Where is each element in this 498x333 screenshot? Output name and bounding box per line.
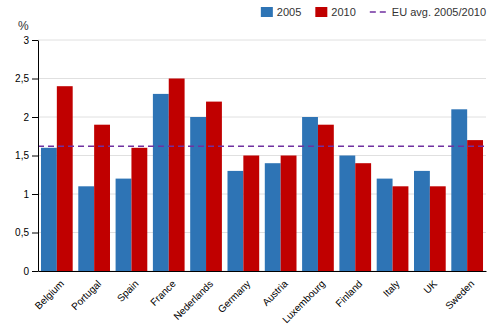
bar — [414, 171, 430, 271]
x-tick-label: Spain — [115, 278, 141, 304]
y-axis-label: % — [18, 19, 29, 33]
x-tick: Portugal — [69, 278, 103, 312]
bar-series — [57, 79, 483, 272]
bar — [190, 117, 206, 271]
x-tick: Belgium — [33, 278, 66, 311]
legend-label: 2010 — [331, 6, 355, 18]
legend: 2005 2010 EU avg. 2005/2010 — [261, 6, 486, 18]
bar — [227, 171, 243, 271]
bar — [302, 117, 318, 271]
x-tick-label: Sweden — [443, 278, 476, 311]
y-tick: 1 — [23, 189, 38, 200]
x-tick-label: France — [148, 278, 178, 308]
y-tick-label: 1 — [23, 189, 29, 200]
legend-label: 2005 — [277, 6, 301, 18]
legend-item: EU avg. 2005/2010 — [370, 6, 486, 18]
legend-swatch — [315, 7, 327, 17]
x-tick-label: Luxembourg — [280, 278, 327, 325]
y-axis-line — [38, 41, 39, 272]
y-tick-label: 3 — [23, 35, 29, 46]
legend-item: 2010 — [315, 6, 355, 18]
y-tick-label: 0 — [23, 266, 29, 277]
grid-line — [38, 40, 486, 41]
bar — [153, 94, 169, 271]
bar — [57, 86, 73, 271]
x-axis: BelgiumPortugal Spain FranceNederlandsGerm… — [33, 272, 487, 326]
y-tick-label: 2 — [23, 112, 29, 123]
marks — [38, 79, 486, 272]
x-axis-line — [39, 271, 487, 272]
y-tick-mark — [32, 40, 38, 41]
bar — [339, 156, 355, 272]
bar — [131, 148, 147, 271]
bar — [169, 79, 185, 272]
y-tick-label: 2,5 — [15, 73, 29, 84]
y-tick-mark — [32, 271, 38, 272]
x-tick-label: Italy — [381, 278, 402, 299]
y-tick: 1,5 — [15, 150, 38, 161]
x-tick: Luxembourg — [280, 278, 327, 325]
x-tick: Germany — [216, 278, 253, 315]
bar — [451, 109, 467, 271]
bar — [265, 163, 281, 271]
x-tick: Italy — [381, 278, 402, 299]
plot: 0 0,5 1 1,5 2 2,5 3 BelgiumPortugal Spain FranceN… — [15, 35, 486, 325]
x-tick: UK — [421, 278, 439, 296]
y-tick-mark — [32, 117, 38, 118]
y-axis: 0 0,5 1 1,5 2 2,5 3 — [15, 35, 38, 277]
x-tick-label: Portugal — [69, 278, 103, 312]
grid-line — [38, 117, 486, 118]
bar — [281, 156, 297, 272]
bar — [377, 179, 393, 271]
x-tick: Finland — [333, 278, 364, 309]
y-tick: 0,5 — [15, 227, 38, 238]
x-tick: Sweden — [443, 278, 476, 311]
y-tick-mark — [32, 156, 38, 157]
legend-item: 2005 — [261, 6, 301, 18]
bar — [78, 186, 94, 271]
x-tick: Spain — [115, 278, 141, 304]
bar — [116, 179, 132, 271]
bar — [430, 186, 446, 271]
y-tick: 2 — [23, 112, 38, 123]
y-tick-mark — [32, 79, 38, 80]
reference-line — [38, 146, 486, 148]
y-tick: 2,5 — [15, 73, 38, 84]
x-tick-label: UK — [421, 278, 439, 296]
y-tick-label: 1,5 — [15, 150, 29, 161]
chart: 0 0,5 1 1,5 2 2,5 3 BelgiumPortugal Spain FranceN… — [0, 0, 498, 333]
bar — [467, 140, 483, 271]
x-tick-label: Germany — [216, 278, 253, 315]
x-tick: France — [148, 278, 178, 308]
x-tick-label: Finland — [333, 278, 364, 309]
bar-series — [41, 94, 467, 271]
bar — [355, 163, 371, 271]
y-tick: 3 — [23, 35, 38, 46]
bar — [41, 148, 57, 271]
x-tick-label: Austria — [260, 278, 290, 308]
x-tick: Nederlands — [171, 278, 215, 322]
y-tick: 0 — [23, 266, 38, 277]
y-tick-label: 0,5 — [15, 227, 29, 238]
y-tick-mark — [32, 233, 38, 234]
x-tick: Austria — [260, 278, 290, 308]
bar — [206, 102, 222, 271]
legend-label: EU avg. 2005/2010 — [392, 6, 486, 18]
x-tick-label: Nederlands — [171, 278, 215, 322]
x-tick-label: Belgium — [33, 278, 66, 311]
bar — [243, 156, 259, 272]
grid-line — [38, 78, 486, 79]
grid — [38, 40, 486, 271]
bar — [393, 186, 409, 271]
y-tick-mark — [32, 194, 38, 195]
legend-swatch — [370, 11, 388, 13]
legend-swatch — [261, 7, 273, 17]
